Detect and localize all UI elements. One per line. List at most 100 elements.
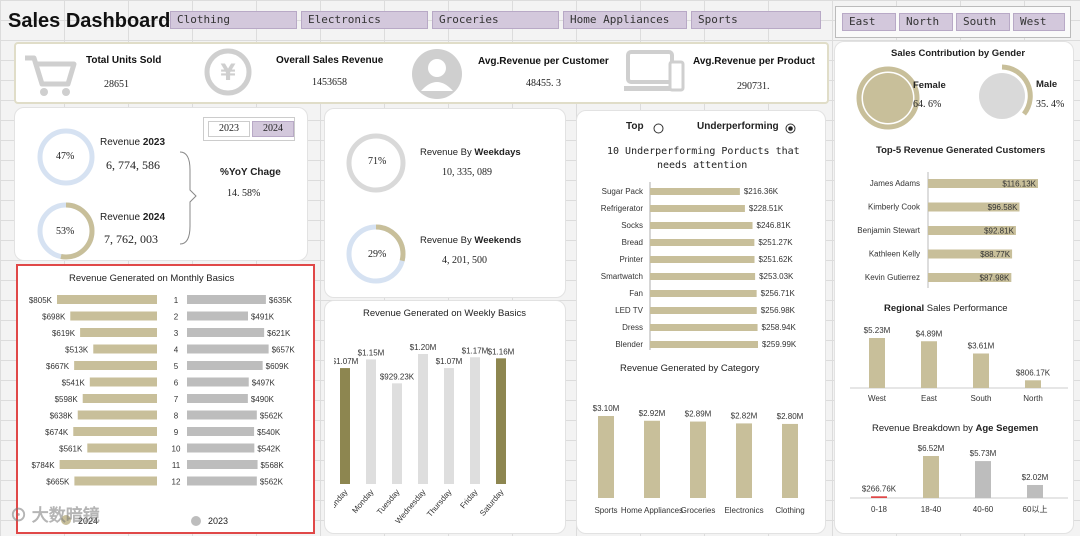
product-name-label: Printer [619, 255, 643, 264]
kpi-revenue-label: Overall Sales Revenue [276, 55, 384, 66]
page-title: Sales Dashboard [8, 10, 171, 32]
slicer-clothing[interactable]: Clothing [170, 11, 297, 29]
customer-value-label: $96.58K [988, 203, 1018, 212]
product-bar [650, 307, 757, 314]
weekly-value-label: $929.23K [380, 372, 415, 381]
monthly-bar-2024 [70, 311, 157, 321]
monthly-label-2024: $619K [52, 329, 76, 338]
monthly-bar-2023 [187, 344, 269, 354]
monthly-bar-2023 [187, 410, 257, 420]
weekly-bar [418, 354, 428, 484]
age-value-label: $266.76K [862, 484, 897, 493]
kpi-units-value: 28651 [104, 79, 129, 90]
customer-name-label: Kevin Gutierrez [865, 273, 920, 282]
age-bar [975, 461, 991, 498]
monthly-label-2024: $784K [31, 461, 55, 470]
age-bar [923, 456, 939, 498]
monthly-label-2024: $541K [62, 379, 86, 388]
weekly-value-label: $1.07M [436, 357, 463, 366]
slicer-south[interactable]: South [956, 13, 1010, 31]
slicer-north[interactable]: North [899, 13, 953, 31]
gender-title: Sales Contribution by Gender [891, 48, 1026, 59]
weekdays-label-bold: Weekdays [474, 147, 521, 158]
slicer-home-appliances[interactable]: Home Appliances [563, 11, 687, 29]
category-bar [736, 423, 752, 498]
product-name-label: Bread [622, 238, 643, 247]
age-bar [871, 496, 887, 498]
donut-2024 [37, 202, 95, 260]
monthly-month-label: 4 [174, 346, 179, 355]
product-value-label: $251.62K [759, 255, 794, 264]
monthly-bar-2023 [187, 361, 263, 370]
weekly-value-label: $1.17M [462, 346, 489, 355]
age-name-label: 60以上 [1023, 505, 1048, 514]
year-2024-button[interactable]: 2024 [252, 121, 294, 137]
product-bar [650, 324, 758, 331]
gender-donuts [856, 64, 1033, 130]
product-value-label: $253.03K [759, 272, 794, 281]
slicer-groceries[interactable]: Groceries [432, 11, 559, 29]
product-bar [650, 290, 757, 297]
category-chart: $3.10M Sports $2.92M Home Appliances $2.89M G… [593, 404, 805, 515]
weekdays-value: 10, 335, 089 [442, 167, 492, 178]
donut-2024-pct: 53% [56, 226, 75, 237]
kpi-avg-customer-label: Avg.Revenue per Customer [478, 56, 609, 67]
customer-bar [928, 249, 1013, 259]
slicer-sports[interactable]: Sports [691, 11, 821, 29]
slicer-electronics[interactable]: Electronics [301, 11, 428, 29]
regional-value-label: $3.61M [968, 341, 995, 350]
regional-bar [869, 338, 885, 388]
category-name-label: Groceries [681, 506, 716, 515]
year-2023-button[interactable]: 2023 [208, 121, 250, 137]
rev-2024-label: Revenue 2024 [100, 212, 165, 223]
kpi-strip [14, 42, 829, 104]
regional-value-label: $5.23M [864, 326, 891, 335]
donut-2023 [37, 128, 95, 186]
category-title: Revenue Generated by Category [620, 363, 760, 374]
rev-2024-value: 7, 762, 003 [104, 232, 158, 246]
toggle-under-radio[interactable] [785, 123, 796, 134]
product-value-label: $259.99K [762, 340, 797, 349]
monthly-label-2023: $657K [272, 346, 296, 355]
monthly-label-2023: $568K [261, 461, 285, 470]
slicer-east[interactable]: East [842, 13, 896, 31]
monthly-label-2024: $561K [59, 445, 83, 454]
customer-value-label: $87.98K [980, 274, 1010, 283]
slicer-west[interactable]: West [1013, 13, 1065, 31]
customers-title: Top-5 Revenue Generated Customers [876, 145, 1045, 156]
rev-2023-year: 2023 [142, 137, 166, 148]
weekends-label: Revenue By Weekends [420, 235, 521, 246]
monthly-label-2024: $513K [65, 346, 89, 355]
monthly-month-label: 7 [174, 395, 179, 404]
weekly-day-label: Tuesday [375, 488, 401, 517]
rev-2023-value: 6, 774, 586 [106, 158, 160, 172]
age-value-label: $2.02M [1022, 473, 1049, 482]
toggle-top-radio[interactable] [653, 123, 664, 134]
monthly-label-2024: $667K [46, 362, 70, 371]
monthly-label-2023: $609K [266, 362, 290, 371]
product-value-label: $256.98K [761, 306, 796, 315]
regional-title-bold: Regional [884, 303, 925, 314]
product-bar [650, 341, 758, 348]
category-name-label: Home Appliances [621, 506, 683, 515]
age-name-label: 40-60 [973, 505, 994, 514]
monthly-month-label: 12 [172, 478, 181, 487]
customer-name-label: Kimberly Cook [868, 203, 921, 212]
monthly-month-label: 8 [174, 412, 179, 421]
monthly-bar-2024 [73, 427, 157, 436]
weekly-bar [340, 368, 350, 484]
category-bar [598, 416, 614, 498]
weekly-value-label: $1.20M [410, 343, 437, 352]
monthly-month-label: 3 [174, 329, 179, 338]
monthly-bar-2024 [59, 460, 157, 469]
customer-name-label: James Adams [870, 179, 920, 188]
category-value-label: $2.82M [731, 411, 758, 420]
customer-value-label: $92.81K [984, 227, 1014, 236]
category-name-label: Electronics [724, 506, 763, 515]
weekly-bar [444, 368, 454, 484]
product-name-label: Fan [629, 289, 643, 298]
kpi-units-label: Total Units Sold [86, 55, 162, 66]
regional-title: Regional Sales Performance [884, 303, 1008, 314]
monthly-bar-2024 [74, 361, 157, 370]
category-value-label: $2.80M [777, 412, 804, 421]
